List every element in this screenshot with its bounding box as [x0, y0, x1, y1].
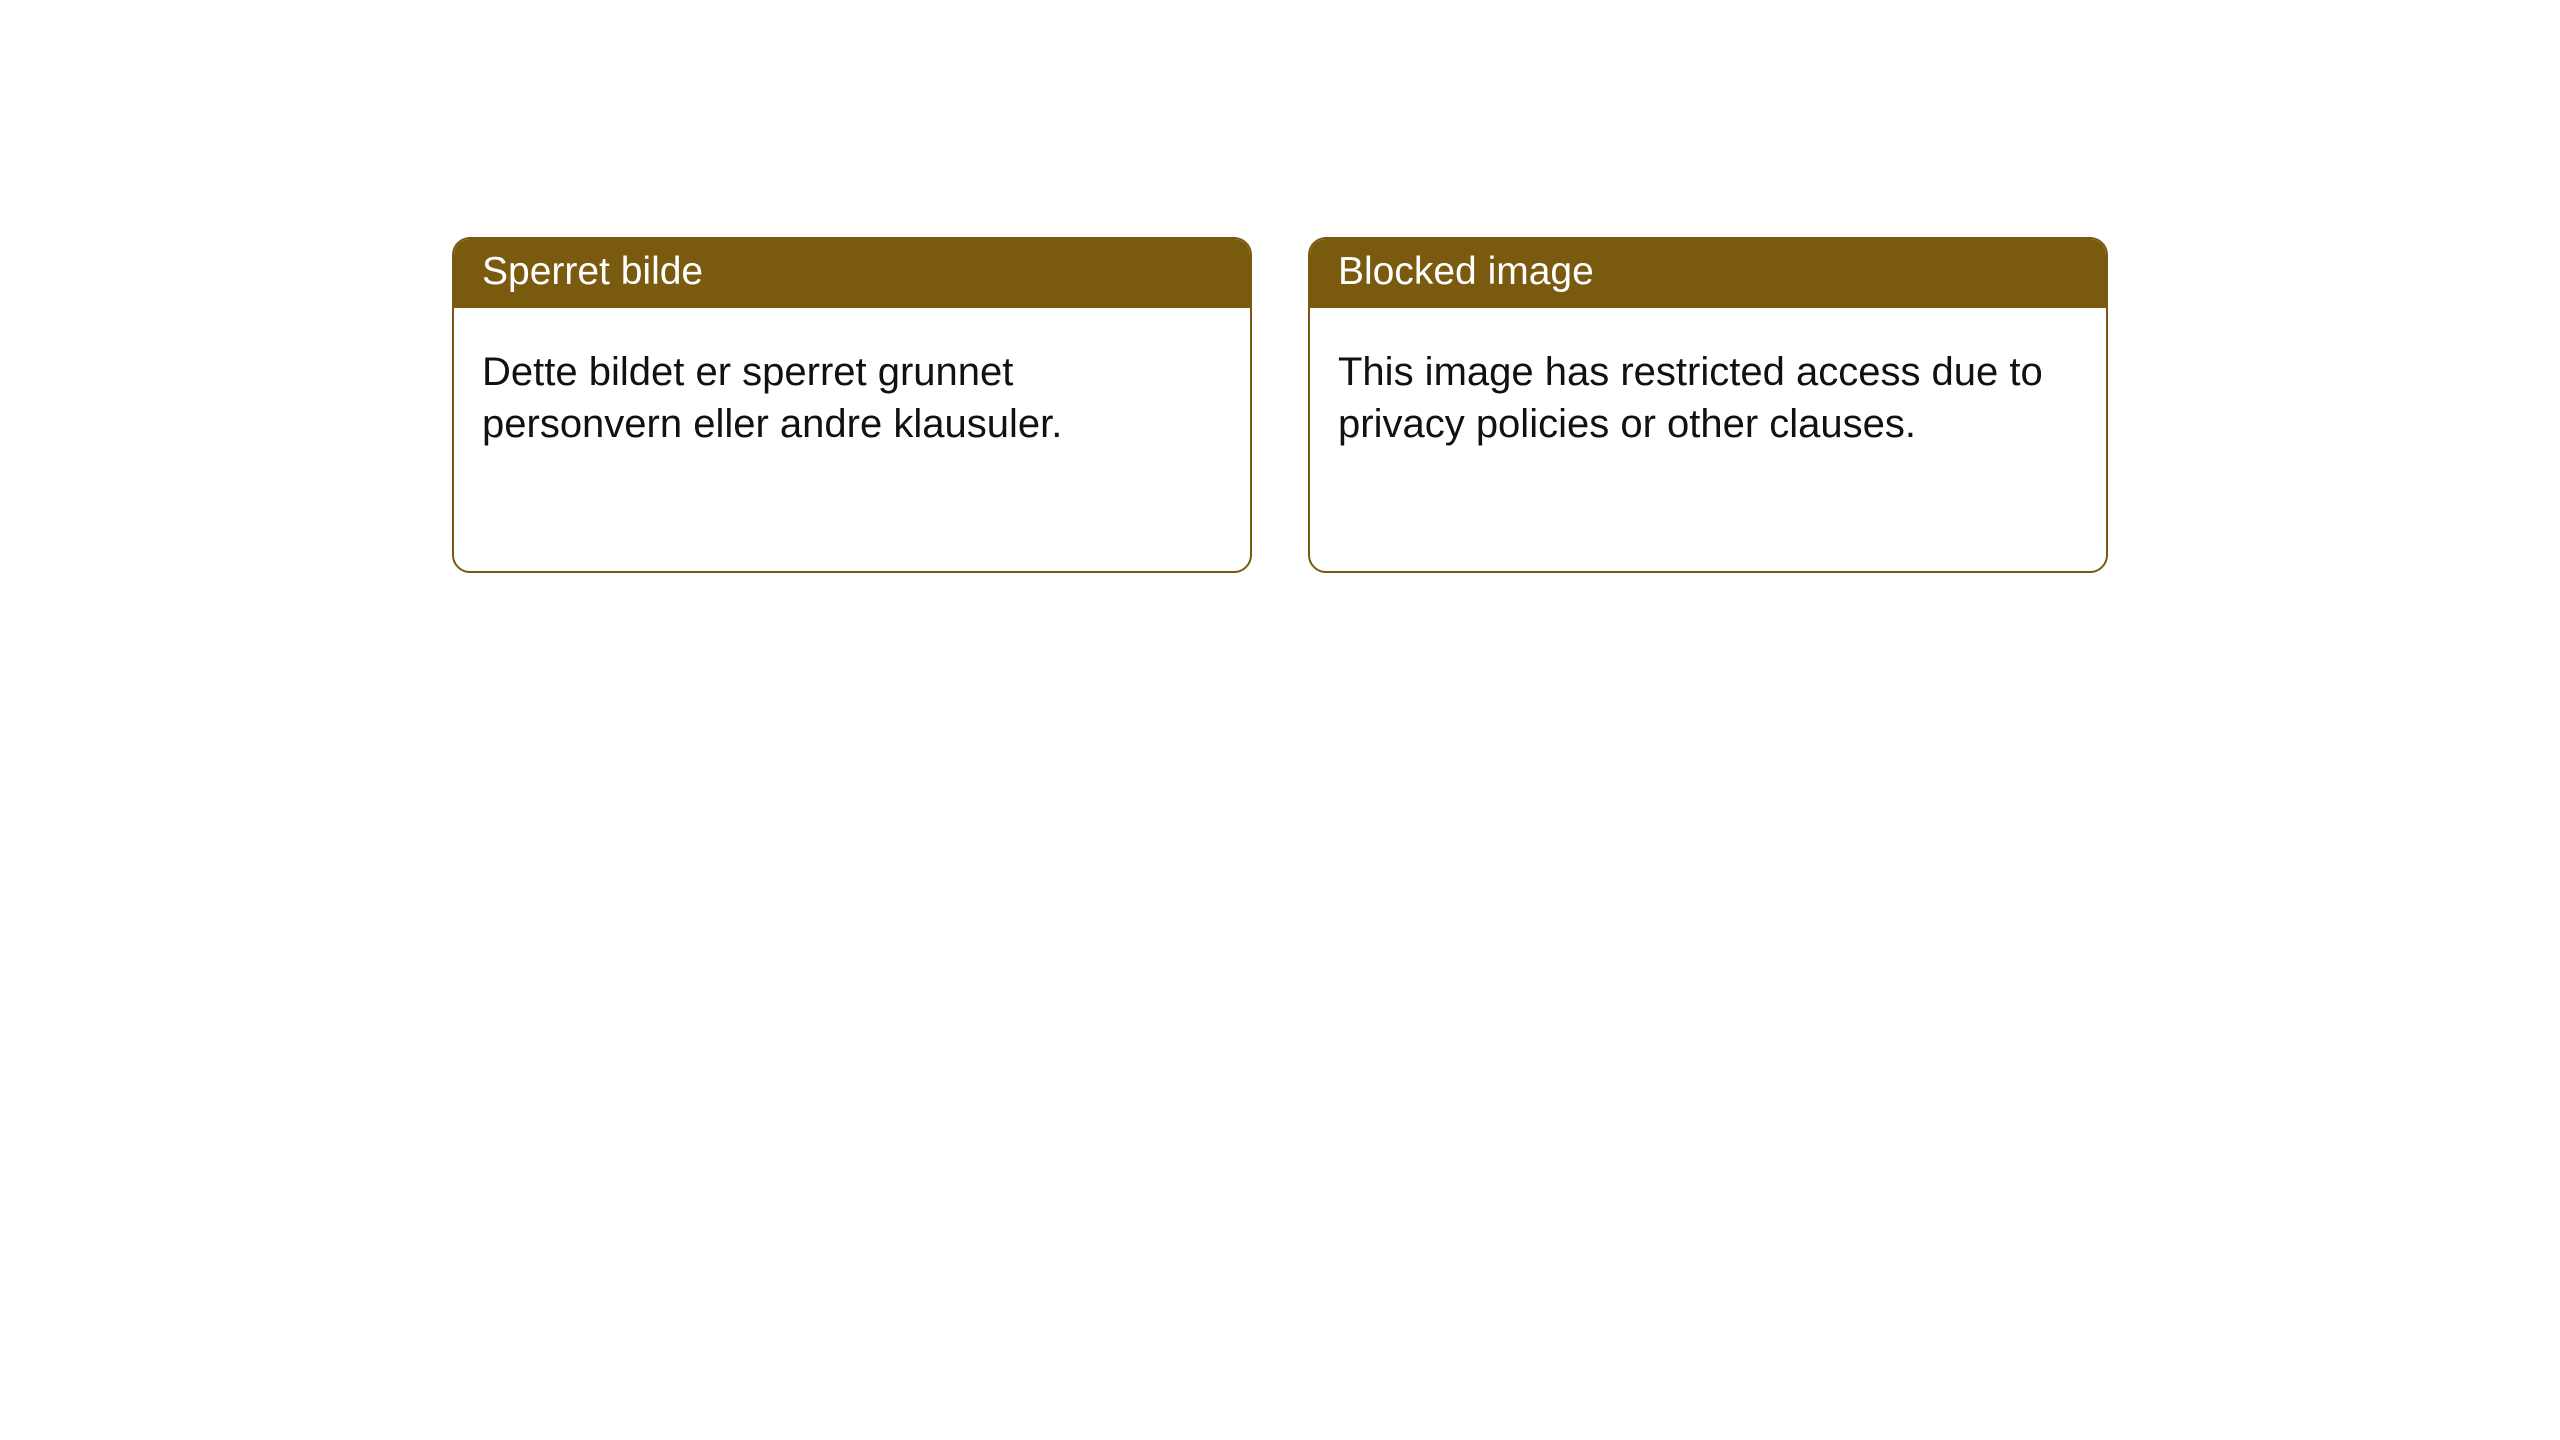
notice-body-norwegian: Dette bildet er sperret grunnet personve… [454, 308, 1250, 488]
notice-card-english: Blocked image This image has restricted … [1308, 237, 2108, 573]
notice-title-english: Blocked image [1310, 239, 2106, 308]
notice-container: Sperret bilde Dette bildet er sperret gr… [0, 0, 2560, 573]
notice-body-english: This image has restricted access due to … [1310, 308, 2106, 488]
notice-card-norwegian: Sperret bilde Dette bildet er sperret gr… [452, 237, 1252, 573]
notice-title-norwegian: Sperret bilde [454, 239, 1250, 308]
